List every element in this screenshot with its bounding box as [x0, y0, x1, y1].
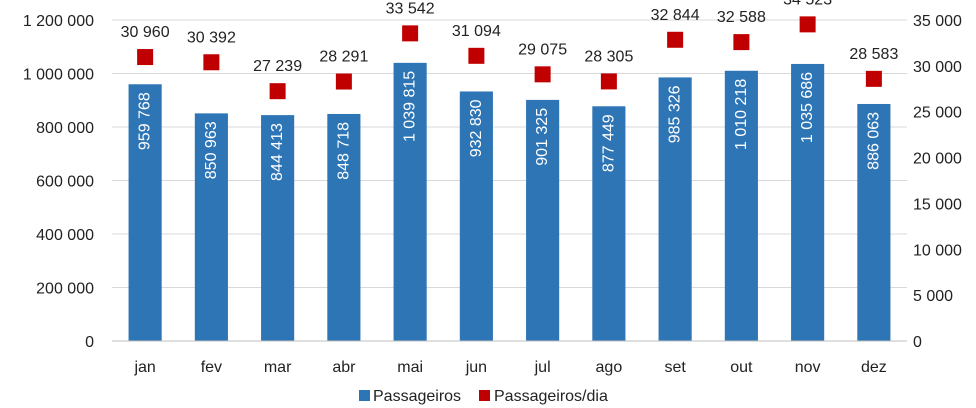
bar-data-label: 932 830: [468, 99, 485, 157]
y-left-tick-label: 0: [85, 334, 94, 351]
marker-point: [733, 34, 750, 51]
bar-data-label: 877 449: [600, 114, 617, 172]
marker-data-label: 32 588: [717, 9, 766, 26]
x-tick-label: set: [664, 359, 686, 376]
bar-data-label: 959 768: [137, 92, 154, 150]
marker-point: [402, 25, 419, 42]
x-tick-label: dez: [861, 359, 887, 376]
marker-data-label: 32 844: [651, 7, 700, 24]
y-right-tick-label: 0: [913, 334, 922, 351]
bar: [261, 115, 295, 341]
y-axis-right: 0 5 000 10 000 15 000 20 000 25 000 30 000 35 0…: [913, 13, 962, 351]
bar: [327, 113, 361, 342]
marker-data-label: 34 523: [783, 0, 832, 8]
x-tick-label: jun: [465, 359, 487, 376]
marker-point: [799, 16, 816, 33]
bar: [724, 70, 758, 341]
marker-data-label: 30 392: [187, 29, 236, 46]
x-tick-label: out: [730, 359, 753, 376]
x-tick-label: jul: [534, 359, 551, 376]
bar: [194, 113, 228, 341]
y-right-tick-label: 25 000: [913, 105, 962, 122]
marker-point: [468, 47, 485, 64]
marker-point: [667, 31, 684, 48]
bar-data-label: 1 035 686: [799, 72, 816, 143]
bar-data-label: 901 325: [534, 108, 551, 166]
x-tick-label: nov: [795, 359, 821, 376]
y-left-tick-label: 400 000: [36, 227, 94, 244]
marker-data-label: 29 075: [518, 41, 567, 58]
bar-data-label: 848 718: [335, 122, 352, 180]
y-left-tick-label: 800 000: [36, 120, 94, 137]
y-left-tick-label: 200 000: [36, 281, 94, 298]
legend-swatch-passageiros-dia: [479, 390, 490, 401]
marker-data-label: 33 542: [386, 0, 435, 17]
y-left-tick-label: 600 000: [36, 174, 94, 191]
bar: [791, 63, 825, 342]
x-tick-label: mai: [397, 359, 423, 376]
bar: [658, 77, 692, 341]
marker-point: [203, 54, 220, 71]
x-tick-label: fev: [201, 359, 222, 376]
marker-point: [335, 73, 352, 90]
x-tick-label: ago: [596, 359, 623, 376]
bar-data-label: 850 963: [203, 121, 220, 179]
marker-data-label: 28 291: [319, 49, 368, 66]
y-right-tick-label: 35 000: [913, 13, 962, 30]
marker-data-label: 28 583: [849, 46, 898, 63]
bar-data-label: 1 039 815: [402, 71, 419, 142]
marker-point: [600, 73, 617, 90]
y-right-tick-label: 5 000: [913, 288, 953, 305]
marker-point: [865, 70, 882, 87]
legend-label-passageiros: Passageiros: [373, 388, 461, 405]
bar-data-label: 985 326: [667, 85, 684, 143]
marker-point: [534, 66, 551, 83]
bar: [128, 84, 162, 342]
marker-data-label: 27 239: [253, 58, 302, 75]
bar-data-label: 1 010 218: [733, 79, 750, 150]
y-right-tick-label: 15 000: [913, 196, 962, 213]
x-tick-label: jan: [133, 359, 155, 376]
marker-point: [269, 83, 286, 100]
bars-passageiros: 959 768 850 963 844 413 848 718 1 039 815 932…: [128, 62, 891, 342]
marker-data-label: 28 305: [584, 48, 633, 65]
y-axis-left: 0 200 000 400 000 600 000 800 000 1 000 000 1 …: [23, 13, 94, 351]
y-right-tick-label: 30 000: [913, 59, 962, 76]
y-right-tick-label: 10 000: [913, 242, 962, 259]
bar: [592, 106, 626, 341]
y-right-tick-label: 20 000: [913, 151, 962, 168]
marker-data-label: 31 094: [452, 23, 501, 40]
y-left-tick-label: 1 000 000: [23, 67, 94, 84]
bar: [393, 62, 427, 341]
legend-swatch-passageiros: [359, 390, 370, 401]
y-left-tick-label: 1 200 000: [23, 13, 94, 30]
grid-lines: [112, 19, 907, 288]
x-tick-label: mar: [264, 359, 292, 376]
legend: Passageiros Passageiros/dia: [359, 388, 608, 405]
markers-passageiros-dia: 30 960 30 392 27 239 28 291 33 542 31 094 29 0…: [121, 0, 898, 100]
marker-data-label: 30 960: [121, 24, 170, 41]
bar: [459, 91, 493, 341]
bar: [857, 103, 891, 341]
bar-data-label: 844 413: [269, 123, 286, 181]
legend-label-passageiros-dia: Passageiros/dia: [494, 388, 608, 405]
x-tick-label: abr: [332, 359, 356, 376]
marker-point: [137, 49, 154, 66]
bar-data-label: 886 063: [865, 112, 882, 170]
x-axis: jan fev mar abr mai jun jul ago set out nov dez: [112, 340, 907, 376]
bar: [526, 99, 560, 341]
